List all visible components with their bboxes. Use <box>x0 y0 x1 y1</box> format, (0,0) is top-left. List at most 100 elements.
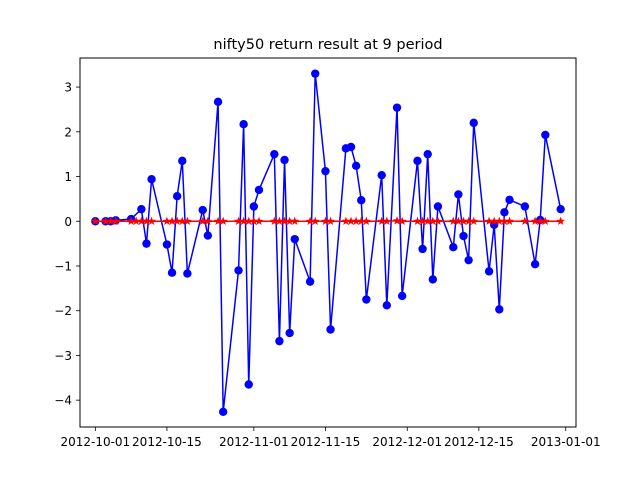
data-point <box>178 156 187 166</box>
x-tick-label: 2012-10-01 <box>60 435 130 449</box>
data-point-star <box>167 216 177 225</box>
data-point <box>362 295 371 304</box>
data-point <box>172 192 182 201</box>
data-point-star <box>505 216 514 225</box>
data-point <box>311 69 320 78</box>
data-point-star <box>361 216 371 225</box>
y-tick-label: −1 <box>54 259 72 273</box>
data-point-star <box>346 216 356 225</box>
data-point <box>213 97 223 107</box>
data-point-star <box>310 216 320 225</box>
data-point <box>162 240 172 249</box>
data-point <box>418 244 427 254</box>
chart-title: nifty50 return result at 9 period <box>213 37 442 53</box>
data-point-star <box>305 216 315 225</box>
data-point <box>234 266 243 275</box>
data-point-star <box>290 216 300 225</box>
data-point-star <box>183 216 192 225</box>
data-point <box>397 291 407 301</box>
data-point-star <box>136 216 146 225</box>
data-point-star <box>162 216 172 225</box>
data-point <box>321 166 330 176</box>
data-point-star <box>244 216 254 225</box>
data-point <box>495 305 504 314</box>
data-point <box>239 119 248 129</box>
data-point-star <box>494 216 504 225</box>
data-point-star <box>448 216 458 225</box>
data-point-star <box>454 216 463 225</box>
data-point <box>275 336 284 346</box>
data-point-star <box>280 216 289 225</box>
data-point <box>142 239 151 248</box>
y-tick-label: 2 <box>64 125 72 139</box>
data-point-star <box>392 216 402 225</box>
data-point-star <box>90 216 100 225</box>
data-point-star <box>377 216 387 225</box>
data-point-star <box>131 216 141 225</box>
y-axis: −4 −3 −2 −1 0 1 2 3 <box>54 81 80 408</box>
data-point <box>254 185 264 195</box>
data-point <box>530 259 540 269</box>
x-tick-label: 2013-01-01 <box>531 435 601 449</box>
data-point-star <box>530 216 540 225</box>
data-point-star <box>218 216 228 225</box>
data-point-star <box>239 216 248 225</box>
data-point-star <box>203 216 213 225</box>
data-point-star <box>356 216 366 225</box>
data-point-star <box>540 216 550 225</box>
data-point <box>147 175 156 184</box>
data-point-star <box>382 216 392 225</box>
y-tick-label: −4 <box>54 394 72 408</box>
data-point-star <box>433 216 443 225</box>
data-point <box>484 267 494 276</box>
data-point <box>449 242 458 252</box>
data-point <box>505 195 514 204</box>
data-point-star <box>111 216 121 225</box>
data-point-star <box>341 216 351 225</box>
data-point-star <box>428 216 438 225</box>
data-point <box>137 204 146 214</box>
data-point <box>249 202 259 211</box>
data-point <box>357 196 366 205</box>
data-point <box>541 130 550 140</box>
series-line <box>95 72 562 413</box>
data-point <box>454 190 463 199</box>
data-point <box>346 142 356 152</box>
x-tick-label: 2012-12-01 <box>372 435 442 449</box>
data-point <box>500 208 509 217</box>
data-point-star <box>489 216 499 225</box>
data-point-star <box>254 216 264 225</box>
plot-series <box>90 69 566 416</box>
data-point-star <box>106 216 116 225</box>
data-point <box>218 407 228 416</box>
data-point-star <box>321 216 330 225</box>
data-point <box>167 268 177 277</box>
data-point <box>326 325 335 334</box>
data-point-star <box>418 216 427 225</box>
y-tick-label: −3 <box>54 349 72 363</box>
data-point-star <box>285 216 295 225</box>
data-point-star <box>464 216 473 225</box>
data-point-star <box>484 216 494 225</box>
data-point-star <box>234 216 243 225</box>
data-point-star <box>177 216 187 225</box>
x-tick-label: 2012-11-01 <box>219 435 289 449</box>
data-point <box>285 328 294 338</box>
data-point <box>183 269 192 278</box>
data-point <box>270 149 279 159</box>
data-point-star <box>198 216 208 225</box>
data-point-star <box>147 216 156 225</box>
data-point-star <box>556 216 566 225</box>
data-point <box>520 202 530 211</box>
y-tick-label: −2 <box>54 304 72 318</box>
x-axis: 2012-10-01 2012-10-15 2012-11-01 2012-11-15… <box>60 427 601 449</box>
data-point-star <box>275 216 284 225</box>
data-point <box>469 118 478 128</box>
data-point <box>280 155 289 165</box>
data-point-star <box>351 216 361 225</box>
data-point <box>377 170 386 180</box>
data-point-star <box>172 216 182 225</box>
data-point <box>351 161 361 170</box>
data-point <box>305 277 315 286</box>
